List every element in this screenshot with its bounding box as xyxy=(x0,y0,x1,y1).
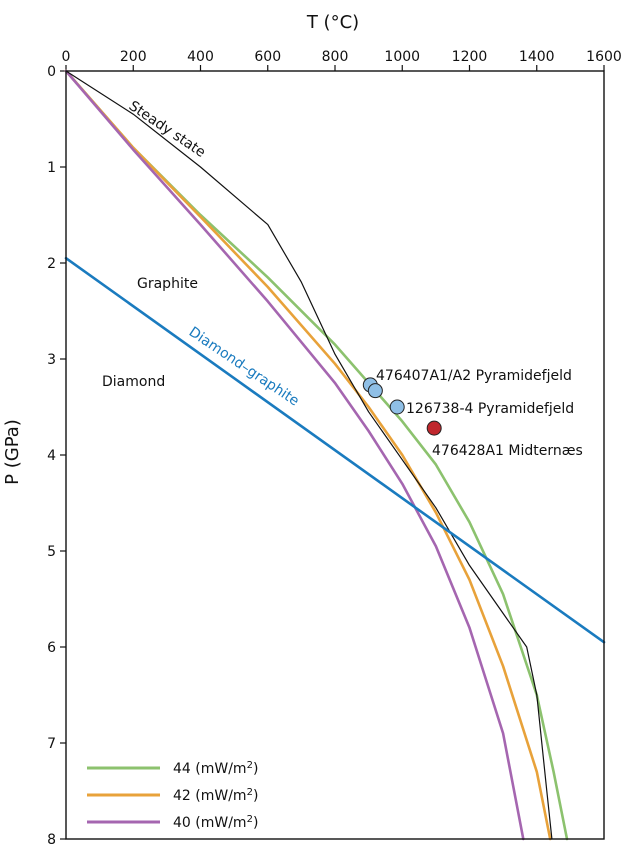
legend-label-40: 40 (mW/m2) xyxy=(173,814,258,831)
plot-frame xyxy=(65,70,605,840)
y-tick-label: 6 xyxy=(47,640,56,656)
y-axis-title: P (GPa) xyxy=(2,419,23,485)
y-tick-label: 4 xyxy=(47,448,56,464)
sample-point-476428a1-midtern-s xyxy=(426,420,442,436)
x-tick-label: 1600 xyxy=(586,49,622,65)
series-line-steady-state xyxy=(65,70,553,840)
legend-label-42: 42 (mW/m2) xyxy=(173,787,258,804)
x-tick-label: 600 xyxy=(254,49,281,65)
sample-point-476407a1-a2-pyramidefjeld xyxy=(367,383,383,399)
sample-label-476428: 476428A1 Midternæs xyxy=(432,443,583,459)
legend: 44 (mW/m2) 42 (mW/m2) 40 (mW/m2) xyxy=(87,760,258,831)
y-axis-ticks: 0 1 2 3 4 5 6 7 8 xyxy=(47,64,66,847)
diamond-region-label: Diamond xyxy=(102,374,165,390)
series-line-diamond-graphite xyxy=(64,256,606,644)
series-line-42-mw-m2 xyxy=(64,69,552,841)
curves-group xyxy=(64,69,606,841)
y-tick-label: 0 xyxy=(47,64,56,80)
x-axis-title: T (°C) xyxy=(306,12,359,33)
y-tick-label: 1 xyxy=(47,160,56,176)
x-tick-label: 800 xyxy=(322,49,349,65)
y-tick-label: 5 xyxy=(47,544,56,560)
series-line-40-mw-m2 xyxy=(64,69,525,841)
y-tick-label: 8 xyxy=(47,832,56,847)
sample-label-126738: 126738-4 Pyramidefjeld xyxy=(406,401,574,417)
samples-group xyxy=(362,377,442,436)
x-tick-label: 0 xyxy=(62,49,71,65)
x-tick-label: 1200 xyxy=(452,49,488,65)
x-tick-label: 1400 xyxy=(519,49,555,65)
y-tick-label: 2 xyxy=(47,256,56,272)
y-tick-label: 7 xyxy=(47,736,56,752)
sample-label-476407: 476407A1/A2 Pyramidefjeld xyxy=(376,368,572,384)
y-tick-label: 3 xyxy=(47,352,56,368)
x-tick-label: 200 xyxy=(120,49,147,65)
x-tick-label: 400 xyxy=(187,49,214,65)
sample-point-126738-4-pyramidefjeld xyxy=(389,399,405,415)
x-tick-label: 1000 xyxy=(384,49,420,65)
legend-label-44: 44 (mW/m2) xyxy=(173,760,258,777)
graphite-region-label: Graphite xyxy=(137,276,198,292)
x-axis-ticks: 0 200 400 600 800 1000 1200 1400 1600 xyxy=(62,49,622,71)
diamond-graphite-label: Diamond–graphite xyxy=(186,324,302,410)
